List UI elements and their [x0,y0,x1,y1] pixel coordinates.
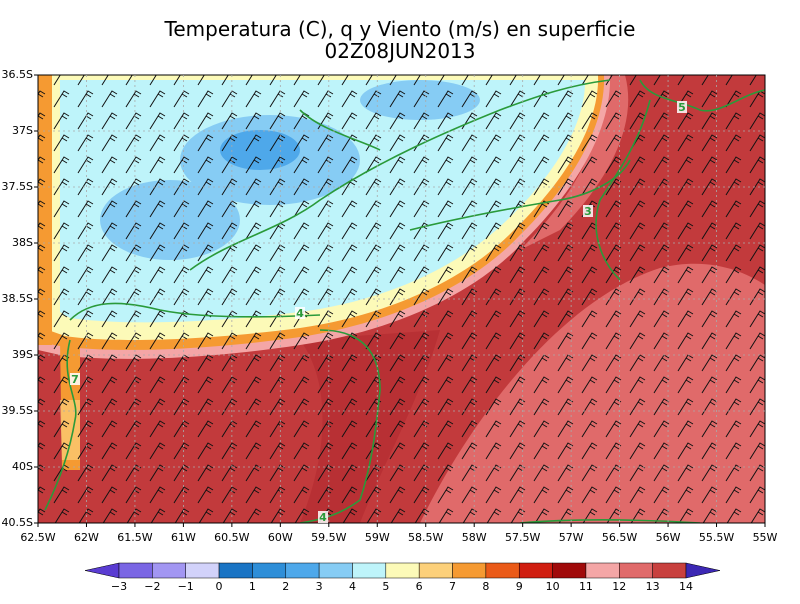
lat-label: 37S [12,124,33,137]
lat-label: 38S [12,236,33,249]
colorbar-label: 11 [579,580,593,593]
colorbar-box [485,562,520,579]
colorbar-label: 12 [612,580,626,593]
contour-label: 5 [678,101,686,114]
colorbar-box [418,562,453,579]
lat-label: 37.5S [2,180,33,193]
colorbar-label: −3 [111,580,127,593]
lon-label: 60.5W [214,531,249,544]
axis-labels: 36.5S 37S 37.5S 38S 38.5S 39S 39.5S 40S 40.5S 62.… [2,68,778,544]
lon-label: 58.5W [408,531,443,544]
colorbar-end [685,562,721,579]
title: Temperatura (C), q y Viento (m/s) en sup… [164,17,636,41]
colorbar-label: 6 [416,580,423,593]
colorbar-box [518,562,553,579]
colorbar-label: 9 [516,580,523,593]
contour-label-box [677,101,687,113]
lat-label: 40.5S [2,516,33,529]
colorbar-label: 3 [316,580,323,593]
colorbar-label: 4 [349,580,356,593]
colorbar-box [385,562,420,579]
colorbar-box [318,562,353,579]
lat-label: 36.5S [2,68,33,81]
colorbar-box [452,562,487,579]
colorbar-box [619,562,653,579]
lat-label: 40S [12,460,33,473]
colorbar-box [652,562,687,579]
contour-label-box [318,511,328,523]
colorbar-box [585,562,620,579]
colorbar-label: 14 [679,580,693,593]
lon-label: 61.5W [117,531,152,544]
colorbar-box [552,562,587,579]
lon-label: 57W [559,531,584,544]
lon-label: 58W [462,531,487,544]
lat-label: 38.5S [2,292,33,305]
map-field [38,75,765,523]
colorbar-label: 5 [382,580,389,593]
lon-label: 57.5W [505,531,540,544]
contour-label: 3 [584,205,592,218]
lon-label: 59.5W [311,531,346,544]
lon-label: 56.5W [602,531,637,544]
contour-label-box [70,373,80,385]
contour-label-box [295,307,305,319]
colorbar-box [185,562,220,579]
lat-label: 39.5S [2,404,33,417]
lon-label: 62W [74,531,99,544]
colorbar-label: 8 [482,580,489,593]
colorbar: −3 −2 −1 0 1 2 3 4 5 6 7 8 9 10 11 12 13 14 [84,562,721,593]
contour-label: 7 [71,373,79,386]
colorbar-label: 10 [546,580,560,593]
colorbar-box [218,562,253,579]
subtitle: 02Z08JUN2013 [325,39,476,63]
lon-label: 55W [753,531,778,544]
colorbar-label: 2 [282,580,289,593]
colorbar-box [118,562,153,579]
colorbar-label: 13 [646,580,660,593]
colorbar-end [84,562,120,579]
grid [34,74,766,527]
lat-label: 39S [12,348,33,361]
lon-label: 60W [268,531,293,544]
lon-label: 62.5W [20,531,55,544]
lon-label: 61W [171,531,196,544]
colorbar-box [152,562,186,579]
contour-label-box [583,205,593,217]
colorbar-box [252,562,287,579]
lon-label: 56W [656,531,681,544]
colorbar-label: 1 [249,580,256,593]
colorbar-box [285,562,320,579]
colorbar-label: 0 [216,580,223,593]
contour-label: 4 [319,511,327,524]
lon-label: 55.5W [699,531,734,544]
colorbar-label: −2 [144,580,160,593]
lon-label: 59W [365,531,390,544]
colorbar-label: −1 [178,580,194,593]
colorbar-label: 7 [449,580,456,593]
contour-label: 4 [296,307,304,320]
colorbar-box [352,562,387,579]
